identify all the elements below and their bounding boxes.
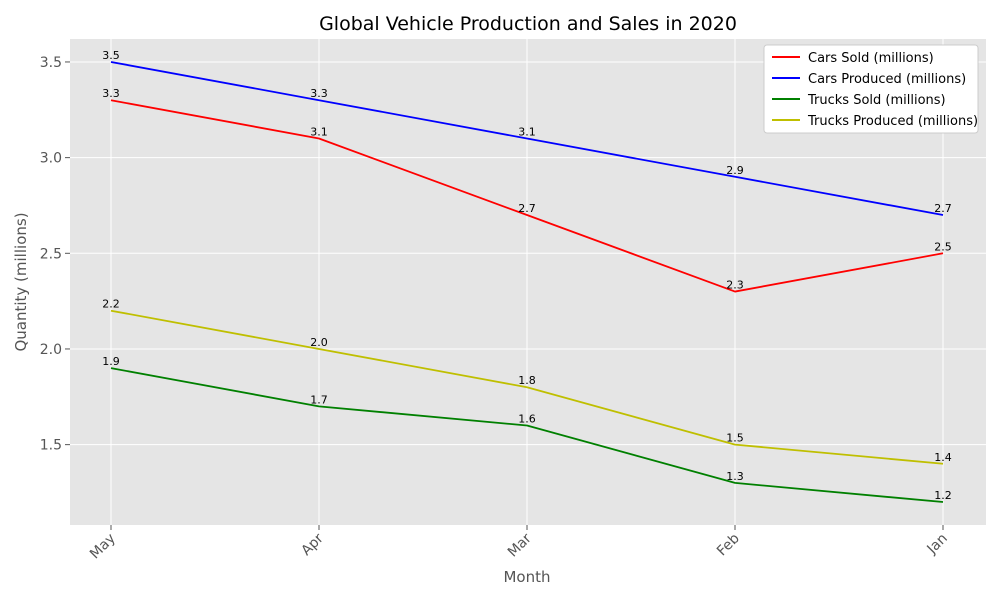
y-tick-label: 1.5 xyxy=(40,438,62,454)
data-label: 2.3 xyxy=(726,279,744,292)
y-tick-label: 3.0 xyxy=(40,151,62,167)
x-axis-label: Month xyxy=(503,568,550,586)
data-label: 1.5 xyxy=(726,432,744,445)
data-label: 1.7 xyxy=(310,393,328,406)
data-label: 2.7 xyxy=(518,202,536,215)
legend: Cars Sold (millions) Cars Produced (milli… xyxy=(763,44,979,134)
chart-title: Global Vehicle Production and Sales in 2… xyxy=(319,13,737,35)
data-label: 3.3 xyxy=(102,87,120,100)
series-lines xyxy=(110,61,944,503)
y-tick-label: 2.5 xyxy=(40,246,62,262)
data-label: 2.0 xyxy=(310,336,328,349)
data-label: 2.2 xyxy=(102,298,120,311)
x-tick-label: Feb xyxy=(714,530,743,559)
data-label: 3.3 xyxy=(310,87,328,100)
data-label: 2.5 xyxy=(934,240,952,253)
x-tick-label: Jan xyxy=(924,531,951,558)
data-label: 3.1 xyxy=(310,125,328,138)
legend-label: Trucks Produced (millions) xyxy=(807,114,978,129)
data-label: 2.9 xyxy=(726,164,744,177)
legend-box xyxy=(763,44,979,134)
x-tick-label: May xyxy=(87,531,119,563)
legend-label: Cars Sold (millions) xyxy=(808,51,934,66)
data-label: 1.8 xyxy=(518,374,536,387)
series-line xyxy=(110,367,944,503)
x-tick-label: Apr xyxy=(298,530,327,559)
data-label: 2.7 xyxy=(934,202,952,215)
legend-label: Cars Produced (millions) xyxy=(808,72,966,87)
y-tick-label: 3.5 xyxy=(40,55,62,71)
data-label: 3.1 xyxy=(518,125,536,138)
data-label: 1.9 xyxy=(102,355,120,368)
data-label: 1.4 xyxy=(934,451,952,464)
data-label: 3.5 xyxy=(102,49,120,62)
series-line xyxy=(110,309,944,465)
data-label: 1.2 xyxy=(934,489,952,502)
data-labels: 3.3 3.1 2.7 2.3 2.5 3.5 3.3 3.1 2.9 2.7 1.9 1.7 1.6 1… xyxy=(102,49,952,502)
data-label: 1.6 xyxy=(518,413,536,426)
grid xyxy=(70,39,986,525)
x-tick-label: Mar xyxy=(505,530,535,560)
y-axis-label: Quantity (millions) xyxy=(12,212,30,351)
legend-label: Trucks Sold (millions) xyxy=(807,93,946,108)
series-line xyxy=(110,61,944,216)
series-line xyxy=(110,99,944,293)
data-label: 1.3 xyxy=(726,470,744,483)
y-tick-label: 2.0 xyxy=(40,342,62,358)
